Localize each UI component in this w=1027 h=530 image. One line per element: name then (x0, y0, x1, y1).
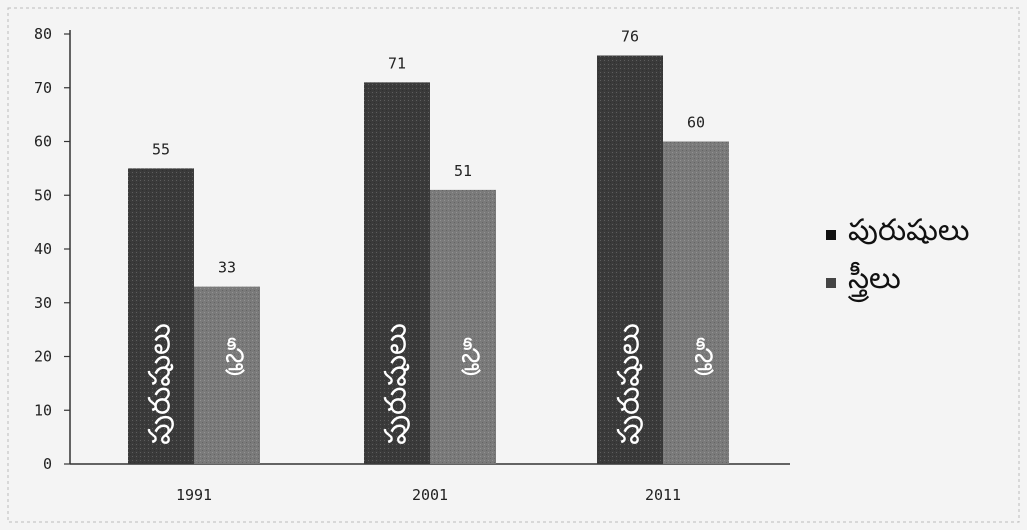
legend-label: స్త్రీలు (847, 261, 901, 303)
data-label: 55 (152, 140, 170, 158)
x-category-label: 2011 (645, 486, 681, 504)
y-tick-label: 10 (34, 401, 52, 419)
data-label: 33 (218, 259, 236, 277)
y-tick-label: 50 (34, 186, 52, 204)
bar-inner-label: పురుషులు (612, 323, 647, 445)
bar-texture (597, 55, 663, 464)
chart-frame (7, 7, 1020, 523)
legend-swatch (826, 278, 836, 288)
y-tick-label: 0 (43, 455, 52, 473)
plot-area: 0 10 20 30 40 50 60 70 80 55 పురుషులు 33 స్త్రీ 1991 7… (34, 25, 790, 504)
bar-inner-label: స్త్రీ (694, 336, 715, 376)
bar-texture (663, 141, 729, 464)
bar-texture (194, 286, 260, 464)
bar-texture (128, 168, 194, 464)
y-tick-label: 60 (34, 133, 52, 151)
y-tick-label: 40 (34, 240, 52, 258)
bar-inner-label: పురుషులు (143, 323, 178, 445)
y-tick-label: 80 (34, 25, 52, 43)
bar-texture (430, 189, 496, 464)
data-label: 60 (687, 114, 705, 132)
bar-texture (364, 82, 430, 464)
x-category-label: 1991 (176, 486, 212, 504)
y-tick-label: 20 (34, 348, 52, 366)
legend: పురుషులు స్త్రీలు (826, 213, 970, 303)
data-label: 51 (454, 162, 472, 180)
bar-inner-label: పురుషులు (379, 323, 414, 445)
y-tick-label: 70 (34, 79, 52, 97)
bar-inner-label: స్త్రీ (225, 336, 246, 376)
legend-label: పురుషులు (848, 213, 970, 248)
data-label: 71 (388, 54, 406, 72)
bar-inner-label: స్త్రీ (461, 336, 482, 376)
y-tick-label: 30 (34, 294, 52, 312)
legend-swatch (826, 230, 836, 240)
x-category-label: 2001 (412, 486, 448, 504)
data-label: 76 (621, 28, 639, 46)
